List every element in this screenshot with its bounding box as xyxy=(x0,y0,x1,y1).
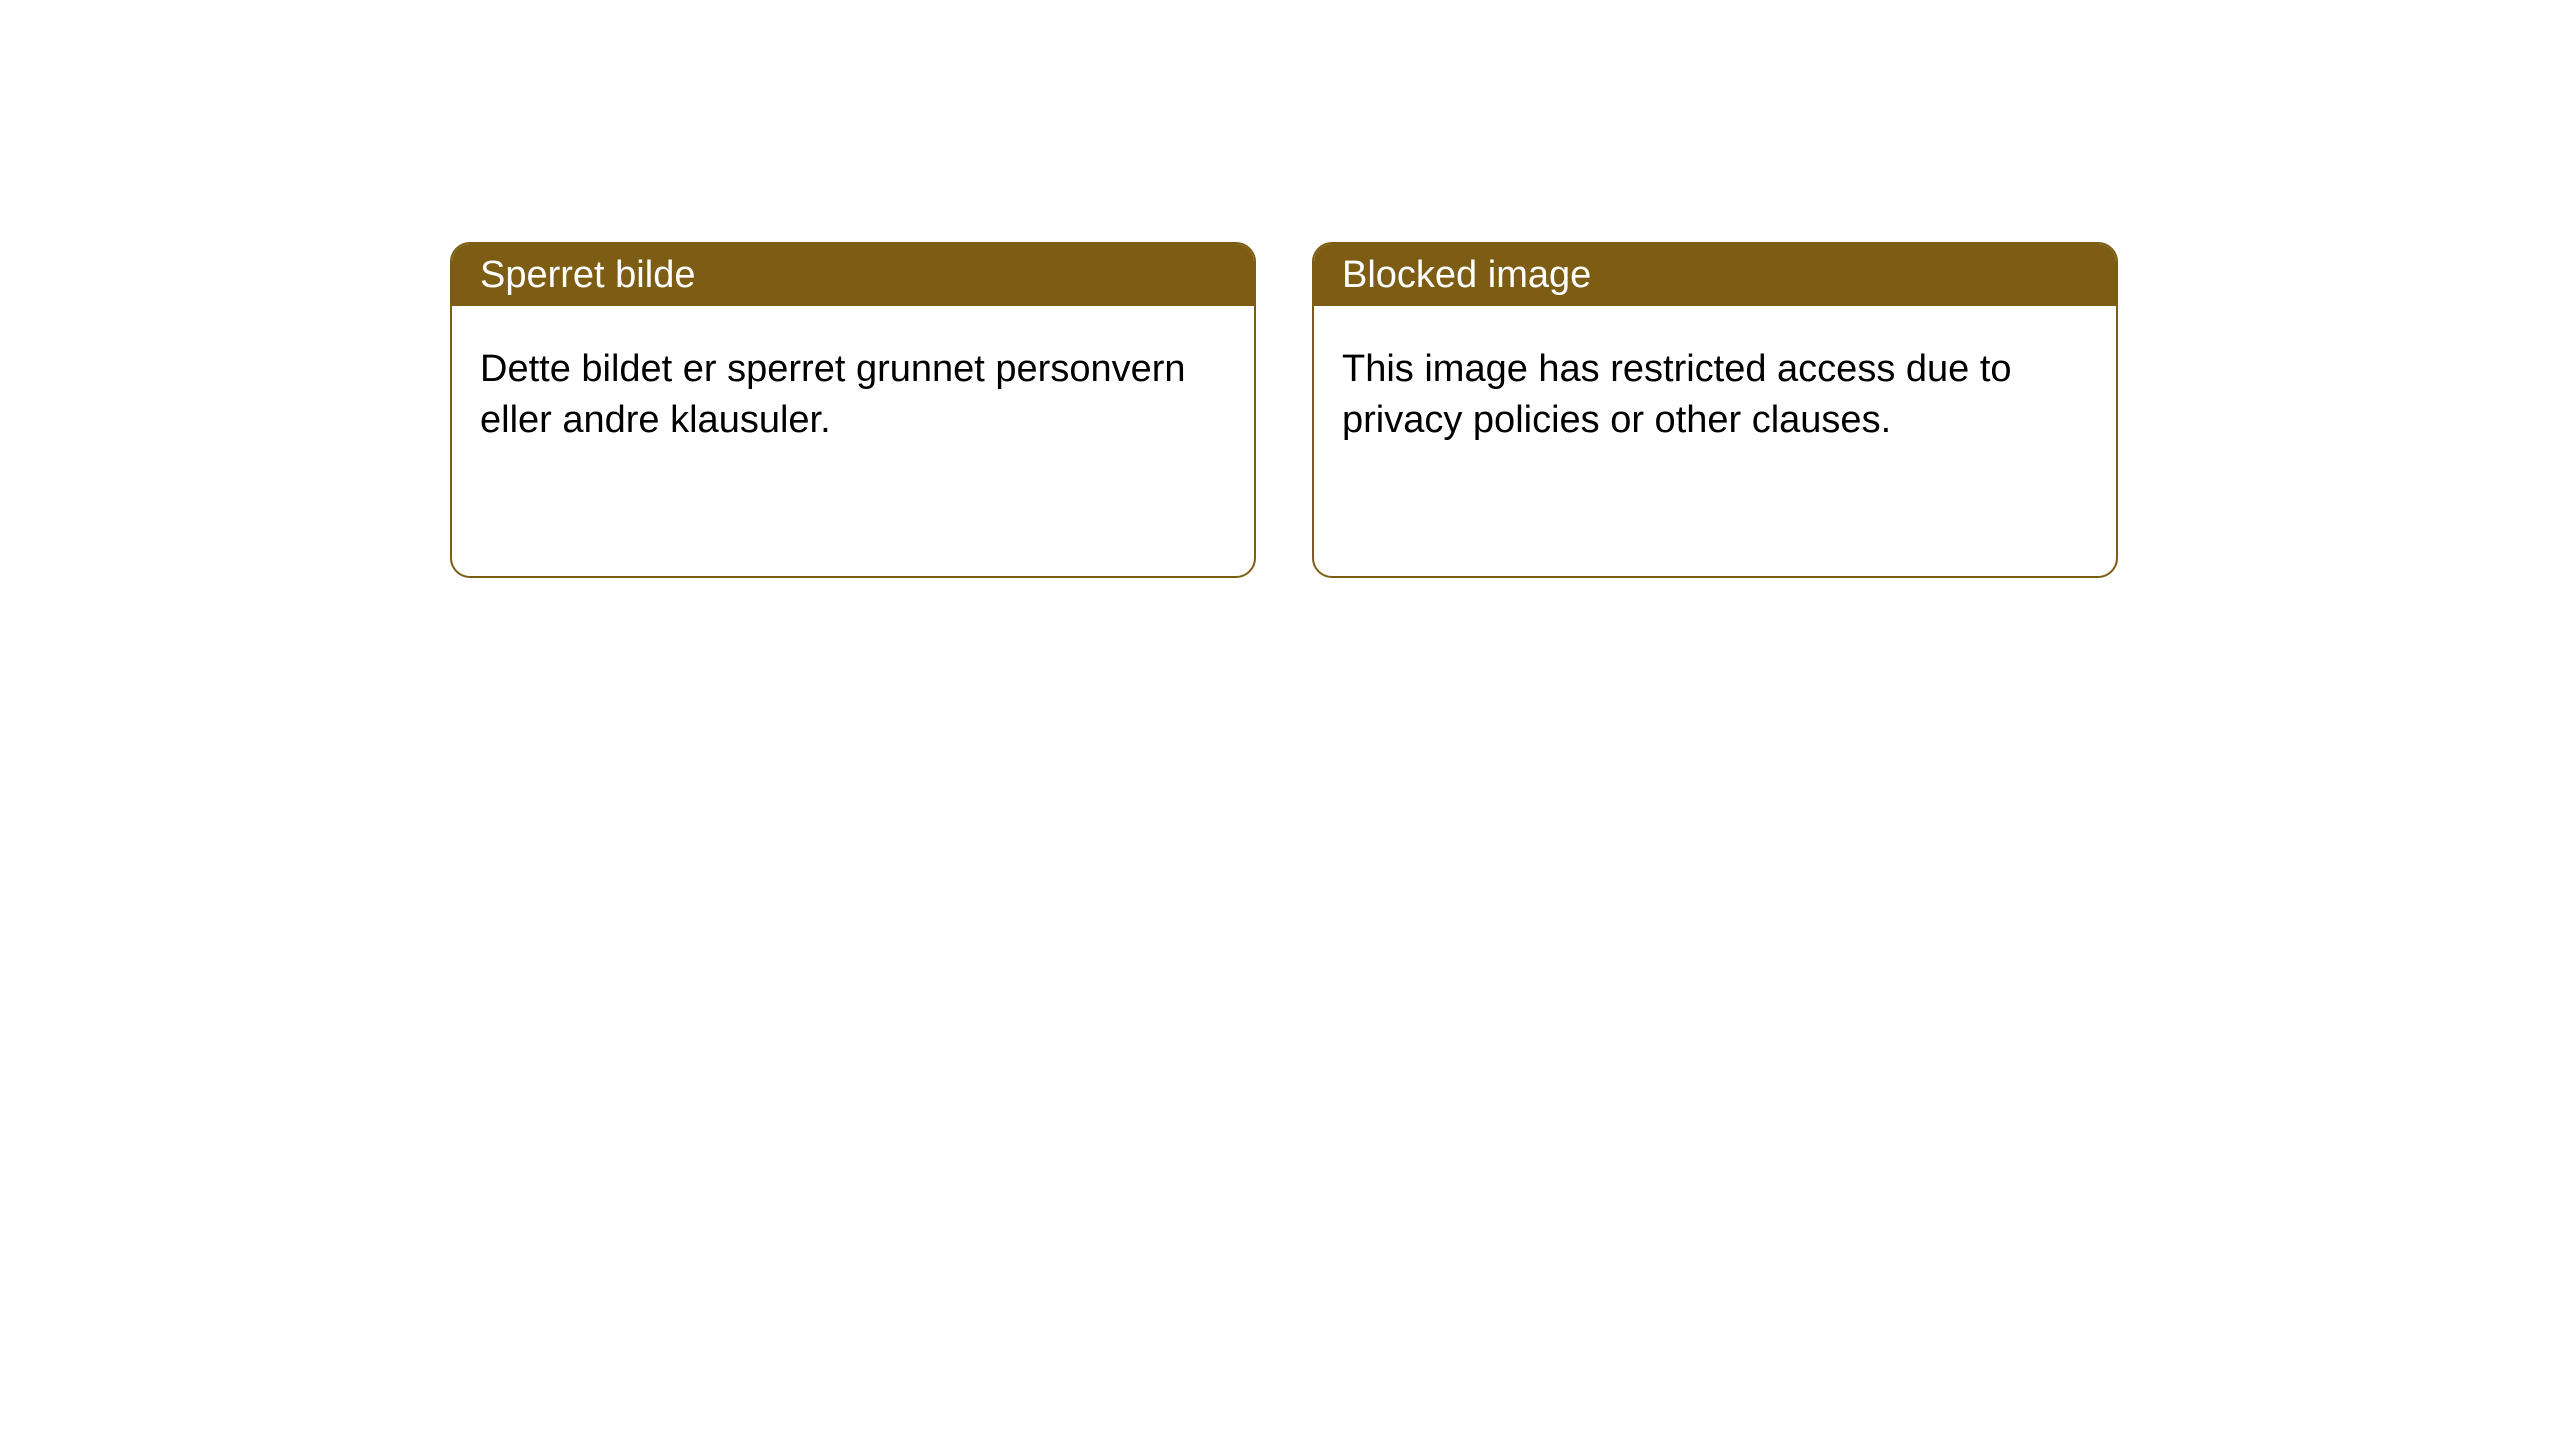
notice-container: Sperret bilde Dette bildet er sperret gr… xyxy=(0,0,2560,578)
notice-header-text: Sperret bilde xyxy=(480,254,695,297)
notice-body-text: This image has restricted access due to … xyxy=(1342,348,2012,441)
notice-body: Dette bildet er sperret grunnet personve… xyxy=(452,306,1254,485)
notice-header: Blocked image xyxy=(1314,244,2116,306)
notice-body-text: Dette bildet er sperret grunnet personve… xyxy=(480,348,1186,441)
notice-header: Sperret bilde xyxy=(452,244,1254,306)
notice-card-norwegian: Sperret bilde Dette bildet er sperret gr… xyxy=(450,242,1256,578)
notice-body: This image has restricted access due to … xyxy=(1314,306,2116,485)
notice-card-english: Blocked image This image has restricted … xyxy=(1312,242,2118,578)
notice-header-text: Blocked image xyxy=(1342,254,1591,297)
